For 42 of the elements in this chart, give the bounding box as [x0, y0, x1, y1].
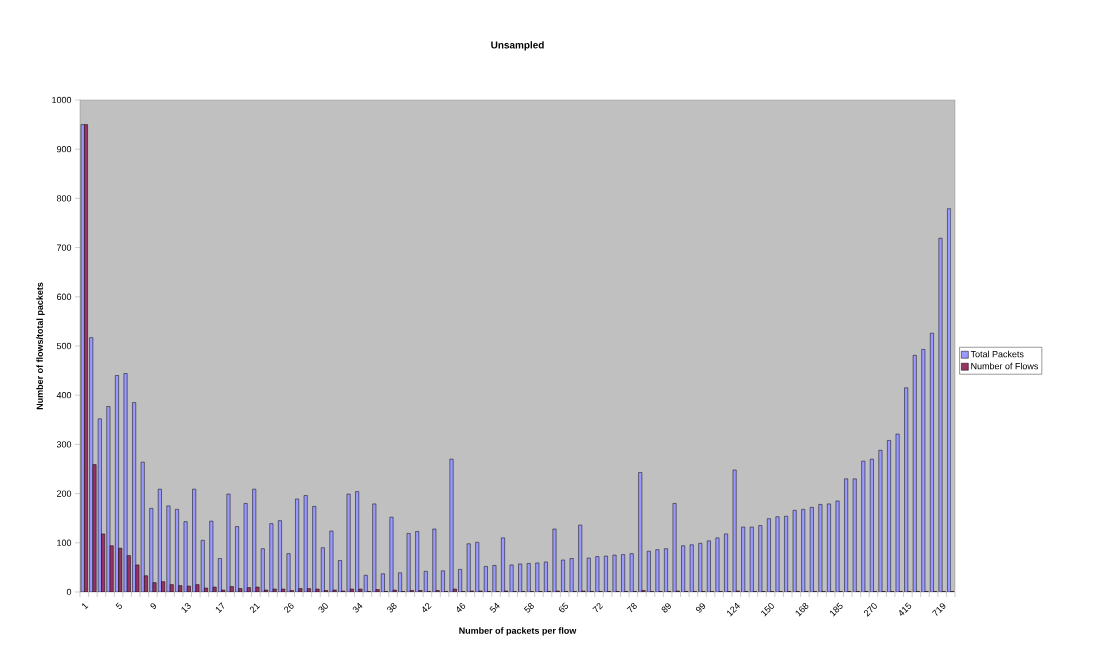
x-tick-label: 719: [931, 603, 946, 616]
y-axis-title: Number of flows/total packets: [36, 282, 45, 410]
y-tick-label: 100: [57, 539, 72, 546]
chart-title: Unsampled: [491, 41, 544, 51]
x-tick-label: 124: [727, 602, 740, 617]
y-tick-label: 200: [56, 490, 72, 497]
y-tick-label: 1000: [52, 96, 72, 104]
y-tick-label: 0: [66, 588, 72, 596]
x-axis-title: Number of packets per flow: [459, 627, 577, 636]
x-tick-label: 38: [387, 603, 397, 613]
y-tick-label: 900: [56, 146, 72, 153]
x-tick-label: 185: [830, 602, 843, 617]
legend-label: Number of Flows: [971, 362, 1039, 370]
x-tick-label: 415: [899, 602, 912, 616]
x-tick-label: 58: [523, 603, 534, 613]
x-tick-label: 99: [695, 603, 706, 613]
x-tick-label: 1: [82, 603, 89, 610]
x-tick-label: 5: [115, 602, 122, 609]
x-tick-label: 72: [592, 603, 604, 613]
y-tick-label: 400: [56, 392, 72, 399]
x-tick-label: 42: [422, 603, 432, 613]
x-tick-label: 54: [489, 602, 500, 613]
x-tick-label: 30: [318, 603, 328, 613]
x-tick-label: 34: [352, 602, 363, 613]
y-tick-label: 700: [56, 244, 72, 251]
y-tick-label: 500: [56, 342, 72, 350]
x-tick-label: 21: [249, 603, 260, 614]
x-tick-label: 89: [661, 603, 671, 613]
x-tick-label: 13: [181, 603, 191, 613]
x-tick-label: 78: [626, 603, 637, 613]
x-tick-label: 26: [284, 603, 294, 614]
legend-label: Total Packets: [970, 350, 1024, 358]
x-tick-label: 9: [150, 603, 157, 609]
x-tick-label: 168: [795, 603, 809, 617]
y-tick-label: 800: [56, 195, 72, 202]
y-tick-label: 600: [56, 293, 72, 300]
x-tick-label: 150: [761, 603, 774, 617]
x-tick-label: 65: [558, 602, 569, 613]
x-tick-label: 17: [215, 602, 225, 613]
y-tick-label: 300: [56, 441, 72, 448]
x-tick-label: 46: [456, 603, 466, 613]
x-tick-label: 270: [864, 603, 877, 617]
